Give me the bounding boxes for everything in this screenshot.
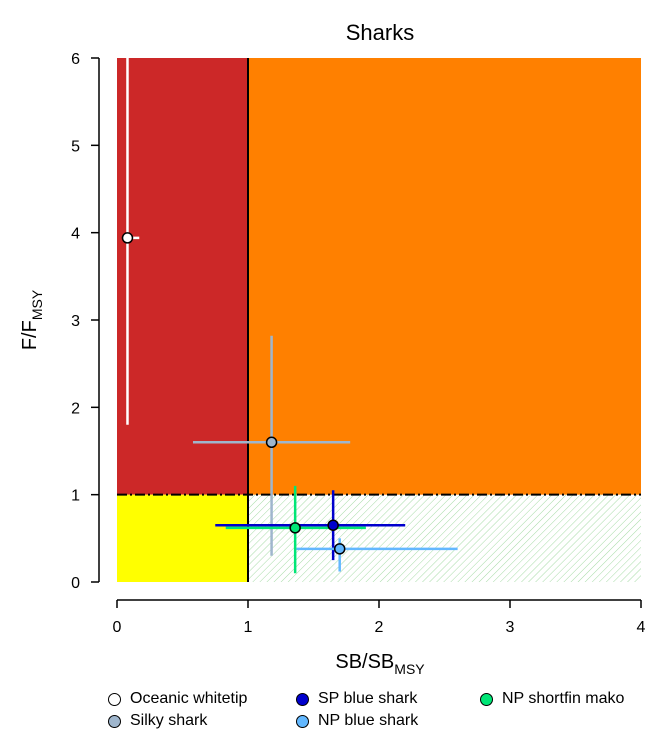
x-axis-label: SB/SBMSY (335, 651, 425, 677)
data-point (121, 232, 134, 244)
legend-item-sp-blue-shark: SP blue shark (296, 690, 417, 708)
legend-label: Oceanic whitetip (130, 690, 248, 707)
quadrant-healthy (248, 494, 641, 582)
y-tick-label: 6 (71, 51, 80, 68)
legend-item-np-blue-shark: NP blue shark (296, 712, 418, 730)
legend-swatch (296, 714, 309, 728)
legend-label: SP blue shark (318, 690, 418, 707)
x-tick-label: 1 (244, 619, 253, 636)
data-point (289, 522, 301, 534)
x-tick-label: 4 (637, 619, 646, 636)
legend-item-oceanic-whitetip: Oceanic whitetip (108, 690, 247, 708)
chart-svg: Sharks 0 1 2 3 4 0 1 2 3 4 5 6 SB/SBMSY F/FMSY (19, 20, 646, 677)
axes (91, 57, 642, 608)
quadrant-overfishing (248, 58, 641, 495)
y-tick-label: 0 (71, 575, 80, 592)
tick-labels: 0 1 2 3 4 0 1 2 3 4 5 6 (71, 51, 645, 636)
x-tick-label: 0 (113, 619, 122, 636)
quadrant-overfished (117, 494, 248, 582)
data-point (327, 519, 339, 531)
y-tick-label: 4 (71, 226, 80, 243)
legend-label: Silky shark (130, 712, 208, 729)
legend-item-silky-shark: Silky shark (108, 712, 207, 730)
data-point (333, 543, 346, 555)
legend-label: NP shortfin mako (502, 690, 625, 707)
legend: Oceanic whitetip Silky shark SP blue sha… (0, 684, 664, 734)
data-points (121, 232, 346, 555)
y-tick-label: 5 (71, 138, 80, 155)
reference-lines (117, 58, 641, 582)
legend-label: NP blue shark (318, 712, 419, 729)
y-tick-label: 1 (71, 488, 80, 505)
legend-swatch (108, 692, 121, 706)
chart-title: Sharks (346, 20, 414, 45)
y-tick-label: 2 (71, 400, 80, 417)
legend-item-np-shortfin-mako: NP shortfin mako (480, 690, 624, 708)
quadrant-overfished-overfishing (117, 58, 248, 495)
quadrant-backgrounds (117, 58, 641, 582)
legend-swatch (296, 692, 309, 706)
legend-swatch (108, 714, 121, 728)
legend-swatch (480, 692, 493, 706)
x-tick-label: 2 (375, 619, 384, 636)
x-tick-label: 3 (506, 619, 515, 636)
data-point (265, 436, 278, 449)
y-axis-label: F/FMSY (19, 289, 45, 350)
y-tick-label: 3 (71, 313, 80, 330)
